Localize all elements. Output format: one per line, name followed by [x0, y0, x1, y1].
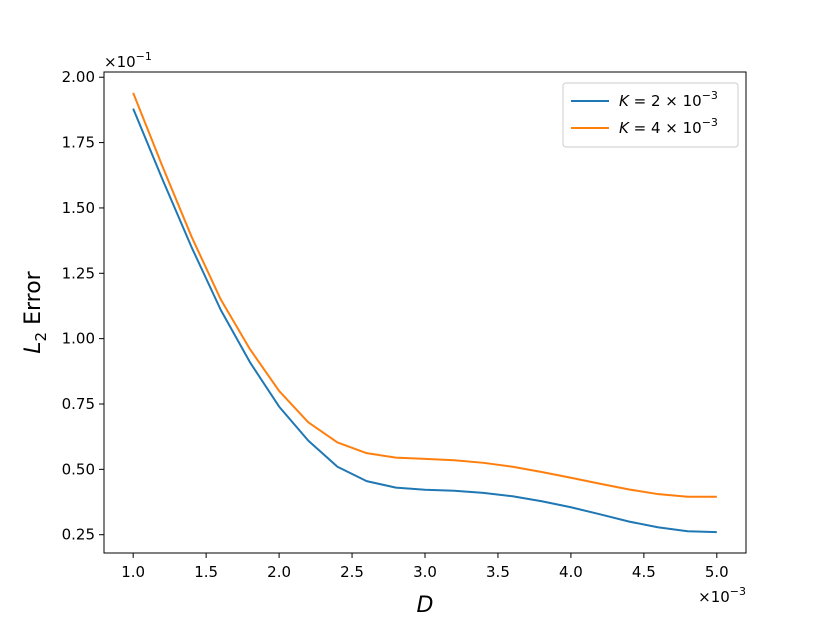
y-axis-label: L2 Error [21, 270, 50, 353]
x-tick-label: 3.0 [413, 563, 437, 581]
y-tick-label: 1.50 [62, 199, 95, 217]
x-tick-label: 1.5 [194, 563, 218, 581]
x-tick-label: 5.0 [705, 563, 729, 581]
y-axis-multiplier: ×10−1 [104, 50, 152, 71]
series-layer [132, 92, 717, 534]
x-tick-label: 4.5 [632, 563, 656, 581]
x-tick-label: 2.5 [340, 563, 364, 581]
x-tick-label: 2.0 [267, 563, 291, 581]
y-tick-label: 1.75 [62, 134, 95, 152]
series-line-1 [132, 108, 717, 534]
legend-label-1: K = 2 × 10−3 [619, 89, 718, 110]
plot-area [104, 72, 746, 553]
x-tick-label: 1.0 [121, 563, 145, 581]
x-tick-label: 4.0 [559, 563, 583, 581]
y-tick-label: 0.75 [62, 395, 95, 413]
legend-box [562, 82, 739, 148]
y-tick-label: 0.50 [62, 460, 95, 478]
y-axis: 0.25 0.50 0.75 1.00 1.25 1.50 1.75 2.00 [62, 68, 104, 544]
y-tick-label: 1.25 [62, 264, 95, 282]
y-tick-label: 1.00 [62, 330, 95, 348]
x-axis-label: D [417, 593, 434, 618]
y-tick-label: 2.00 [62, 68, 95, 86]
legend-label-2: K = 4 × 10−3 [619, 116, 718, 137]
series-line-2 [132, 92, 717, 498]
x-axis: 1.0 1.5 2.0 2.5 3.0 3.5 4.0 4.5 5.0 [121, 553, 729, 581]
y-tick-label: 0.25 [62, 526, 95, 544]
legend: K = 2 × 10−3 K = 4 × 10−3 [562, 82, 739, 148]
x-axis-multiplier: ×10−3 [698, 585, 746, 606]
x-tick-label: 3.5 [486, 563, 510, 581]
